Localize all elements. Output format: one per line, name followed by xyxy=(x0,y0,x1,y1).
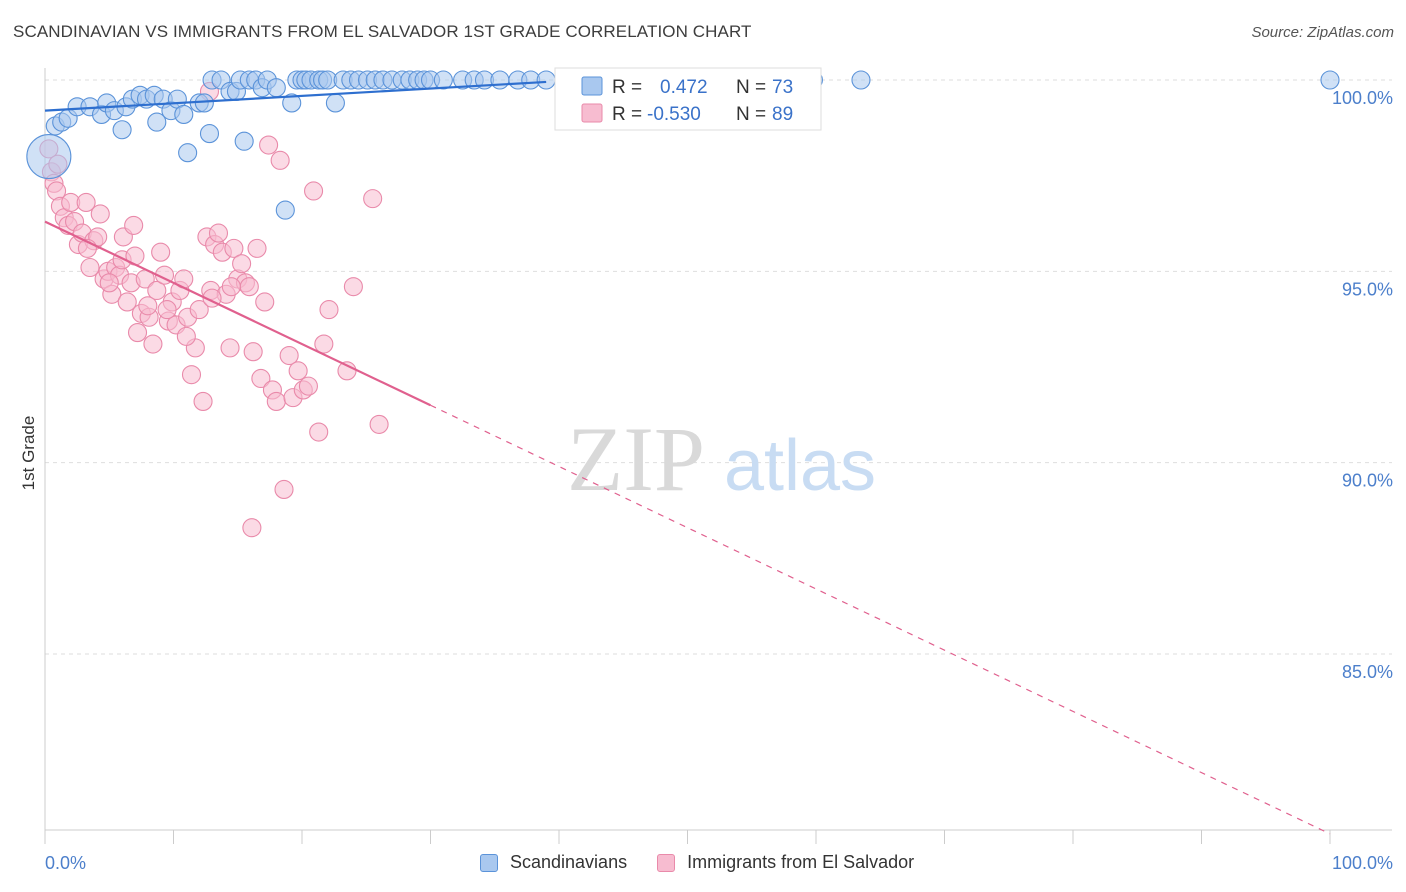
point-el-salvador xyxy=(76,192,96,213)
point-el-salvador xyxy=(157,300,177,320)
y-axis-label: 1st Grade xyxy=(19,416,38,491)
x-tick-label: 100.0% xyxy=(1332,853,1393,873)
point-el-salvador xyxy=(274,479,294,500)
trend-lines xyxy=(44,80,1331,835)
point-el-salvador xyxy=(343,277,363,297)
point-el-salvador xyxy=(208,223,229,243)
point-scandinavian xyxy=(194,93,214,113)
point-el-salvador xyxy=(304,181,324,201)
point-el-salvador xyxy=(90,204,110,224)
point-el-salvador xyxy=(189,300,209,320)
point-el-salvador xyxy=(220,338,240,358)
chart-source: Source: ZipAtlas.com xyxy=(1251,24,1394,41)
point-scandinavian xyxy=(178,143,198,163)
point-scandinavian xyxy=(851,70,871,90)
legend-item-el-salvador: Immigrants from El Salvador xyxy=(657,852,914,873)
stats-r-label-pink: R = xyxy=(612,104,642,125)
point-el-salvador xyxy=(224,238,244,258)
point-scandinavian xyxy=(147,112,167,132)
legend-label-scandinavians: Scandinavians xyxy=(510,852,628,872)
point-el-salvador xyxy=(138,296,158,316)
point-scandinavian xyxy=(1320,70,1340,90)
point-scandinavian xyxy=(112,120,132,140)
legend-swatch-blue xyxy=(480,853,498,872)
point-el-salvador xyxy=(266,391,286,411)
x-tick-label: 0.0% xyxy=(45,853,86,873)
point-el-salvador xyxy=(251,368,271,389)
point-el-salvador xyxy=(288,361,308,381)
grid xyxy=(45,79,1392,655)
watermark: ZIP atlas xyxy=(567,408,876,510)
point-el-salvador xyxy=(193,391,213,411)
legend-label-el-salvador: Immigrants from El Salvador xyxy=(687,852,915,872)
point-el-salvador xyxy=(99,273,119,293)
point-scandinavian xyxy=(275,200,295,220)
point-el-salvador xyxy=(176,326,196,346)
axes xyxy=(44,68,1392,844)
point-scandinavian xyxy=(536,70,556,90)
legend-item-scandinavians: Scandinavians xyxy=(480,852,627,873)
point-el-salvador xyxy=(369,414,389,434)
series-el-salvador-points xyxy=(39,81,389,538)
point-el-salvador xyxy=(151,242,171,262)
point-el-salvador xyxy=(239,277,259,297)
point-el-salvador xyxy=(255,292,275,312)
point-el-salvador xyxy=(363,189,383,209)
point-el-salvador xyxy=(181,365,202,385)
stats-swatch-blue xyxy=(581,76,603,96)
stats-legend: R = 0.472 N = 73 R = -0.530 N = 89 xyxy=(554,67,822,131)
stats-swatch-pink xyxy=(581,103,603,123)
y-tick-label: 90.0% xyxy=(1342,471,1393,491)
point-el-salvador xyxy=(319,300,339,320)
trend-line-el-salvador-extension xyxy=(430,404,1331,835)
point-el-salvador xyxy=(221,277,241,297)
bottom-legend: Scandinavians Immigrants from El Salvado… xyxy=(480,852,944,873)
point-el-salvador xyxy=(314,334,334,354)
legend-swatch-pink xyxy=(657,853,676,872)
point-el-salvador xyxy=(127,323,148,343)
stats-r-value-blue: 0.472 xyxy=(660,77,708,98)
point-el-salvador xyxy=(243,342,263,362)
point-scandinavian xyxy=(26,133,72,180)
point-el-salvador xyxy=(309,422,329,442)
point-el-salvador xyxy=(124,215,144,235)
point-el-salvador xyxy=(247,238,267,258)
y-tick-label: 100.0% xyxy=(1332,88,1393,108)
point-el-salvador xyxy=(242,518,262,538)
tick-labels: 100.0% 95.0% 90.0% 85.0% 0.0% 100.0% xyxy=(45,88,1393,873)
point-scandinavian xyxy=(234,131,254,151)
stats-r-value-pink: -0.530 xyxy=(647,104,701,125)
point-el-salvador xyxy=(298,376,318,396)
point-el-salvador xyxy=(117,292,137,312)
point-scandinavian xyxy=(266,78,286,98)
watermark-atlas: atlas xyxy=(724,426,876,506)
point-scandinavian xyxy=(174,104,194,124)
stats-n-label-pink: N = xyxy=(736,104,766,125)
stats-n-value-blue: 73 xyxy=(772,77,793,98)
stats-n-label-blue: N = xyxy=(736,77,766,98)
point-scandinavian xyxy=(325,93,345,113)
point-el-salvador xyxy=(80,257,100,278)
point-el-salvador xyxy=(147,280,167,301)
stats-r-label-blue: R = xyxy=(612,77,642,98)
point-el-salvador xyxy=(232,254,252,274)
chart-title: SCANDINAVIAN VS IMMIGRANTS FROM EL SALVA… xyxy=(13,22,752,41)
point-scandinavian xyxy=(433,70,453,90)
point-scandinavian xyxy=(490,70,510,90)
watermark-zip: ZIP xyxy=(567,408,705,510)
point-el-salvador xyxy=(279,345,299,366)
point-el-salvador xyxy=(143,334,163,354)
stats-n-value-pink: 89 xyxy=(772,104,793,125)
point-el-salvador xyxy=(259,135,279,155)
point-el-salvador xyxy=(270,150,290,170)
trend-line-el-salvador xyxy=(44,220,431,407)
point-scandinavian xyxy=(282,93,302,113)
y-tick-label: 95.0% xyxy=(1342,279,1393,299)
y-tick-label: 85.0% xyxy=(1342,662,1393,682)
trend-line-scandinavians xyxy=(44,80,547,112)
point-scandinavian xyxy=(199,124,220,144)
